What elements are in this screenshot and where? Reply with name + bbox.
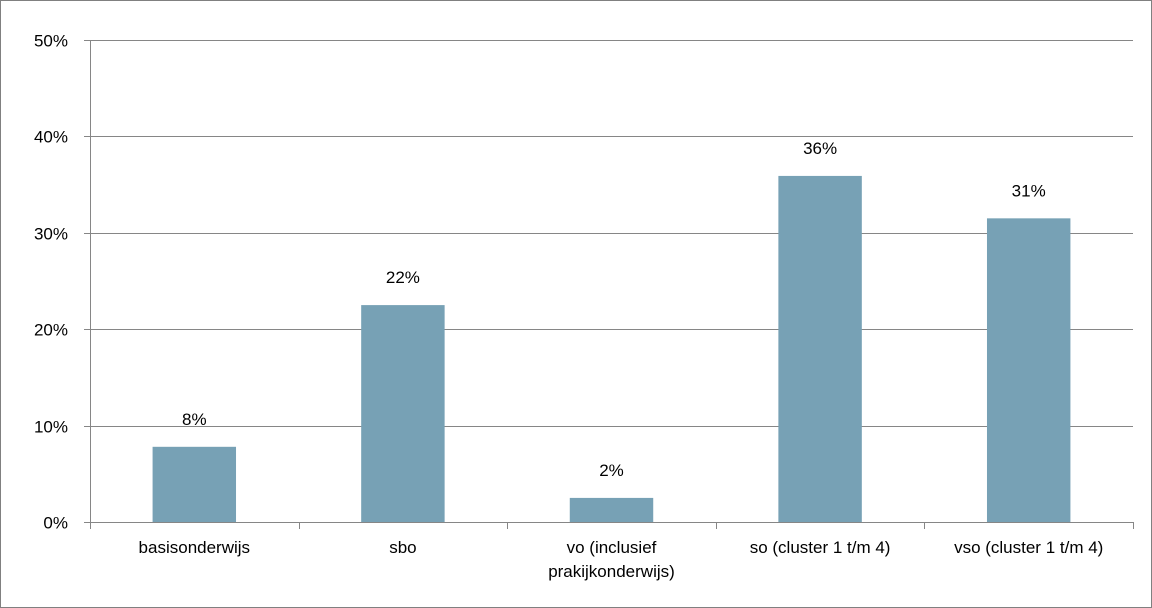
y-tick-label: 10% [34, 418, 68, 437]
bar [778, 175, 862, 522]
y-tick-label: 30% [34, 225, 68, 244]
data-label: 2% [599, 461, 624, 480]
x-tick-label: vso (cluster 1 t/m 4) [954, 538, 1103, 557]
bar [569, 497, 654, 522]
x-tick-label: so (cluster 1 t/m 4) [750, 538, 891, 557]
bar [152, 446, 237, 522]
y-tick-label: 40% [34, 128, 68, 147]
gridlines [90, 40, 1133, 427]
y-tick-label: 0% [43, 514, 68, 533]
data-label: 8% [182, 410, 207, 429]
y-tick-label: 20% [34, 321, 68, 340]
bars [152, 175, 1071, 522]
data-label: 36% [803, 139, 837, 158]
bar [986, 218, 1071, 522]
x-tick-label: prakijkonderwijs) [548, 562, 675, 581]
x-tick-label: basisonderwijs [139, 538, 251, 557]
labels: 0% 10% 20% 30% 40% 50% 8% basisonderwijs 22% sbo 2… [34, 32, 1103, 582]
data-label: 22% [386, 268, 420, 287]
data-label: 31% [1012, 181, 1046, 200]
bar [361, 305, 445, 522]
x-tick-label: sbo [389, 538, 416, 557]
y-tick-label: 50% [34, 32, 68, 51]
x-tick-label: vo (inclusief [567, 538, 657, 557]
axes [84, 40, 1134, 529]
